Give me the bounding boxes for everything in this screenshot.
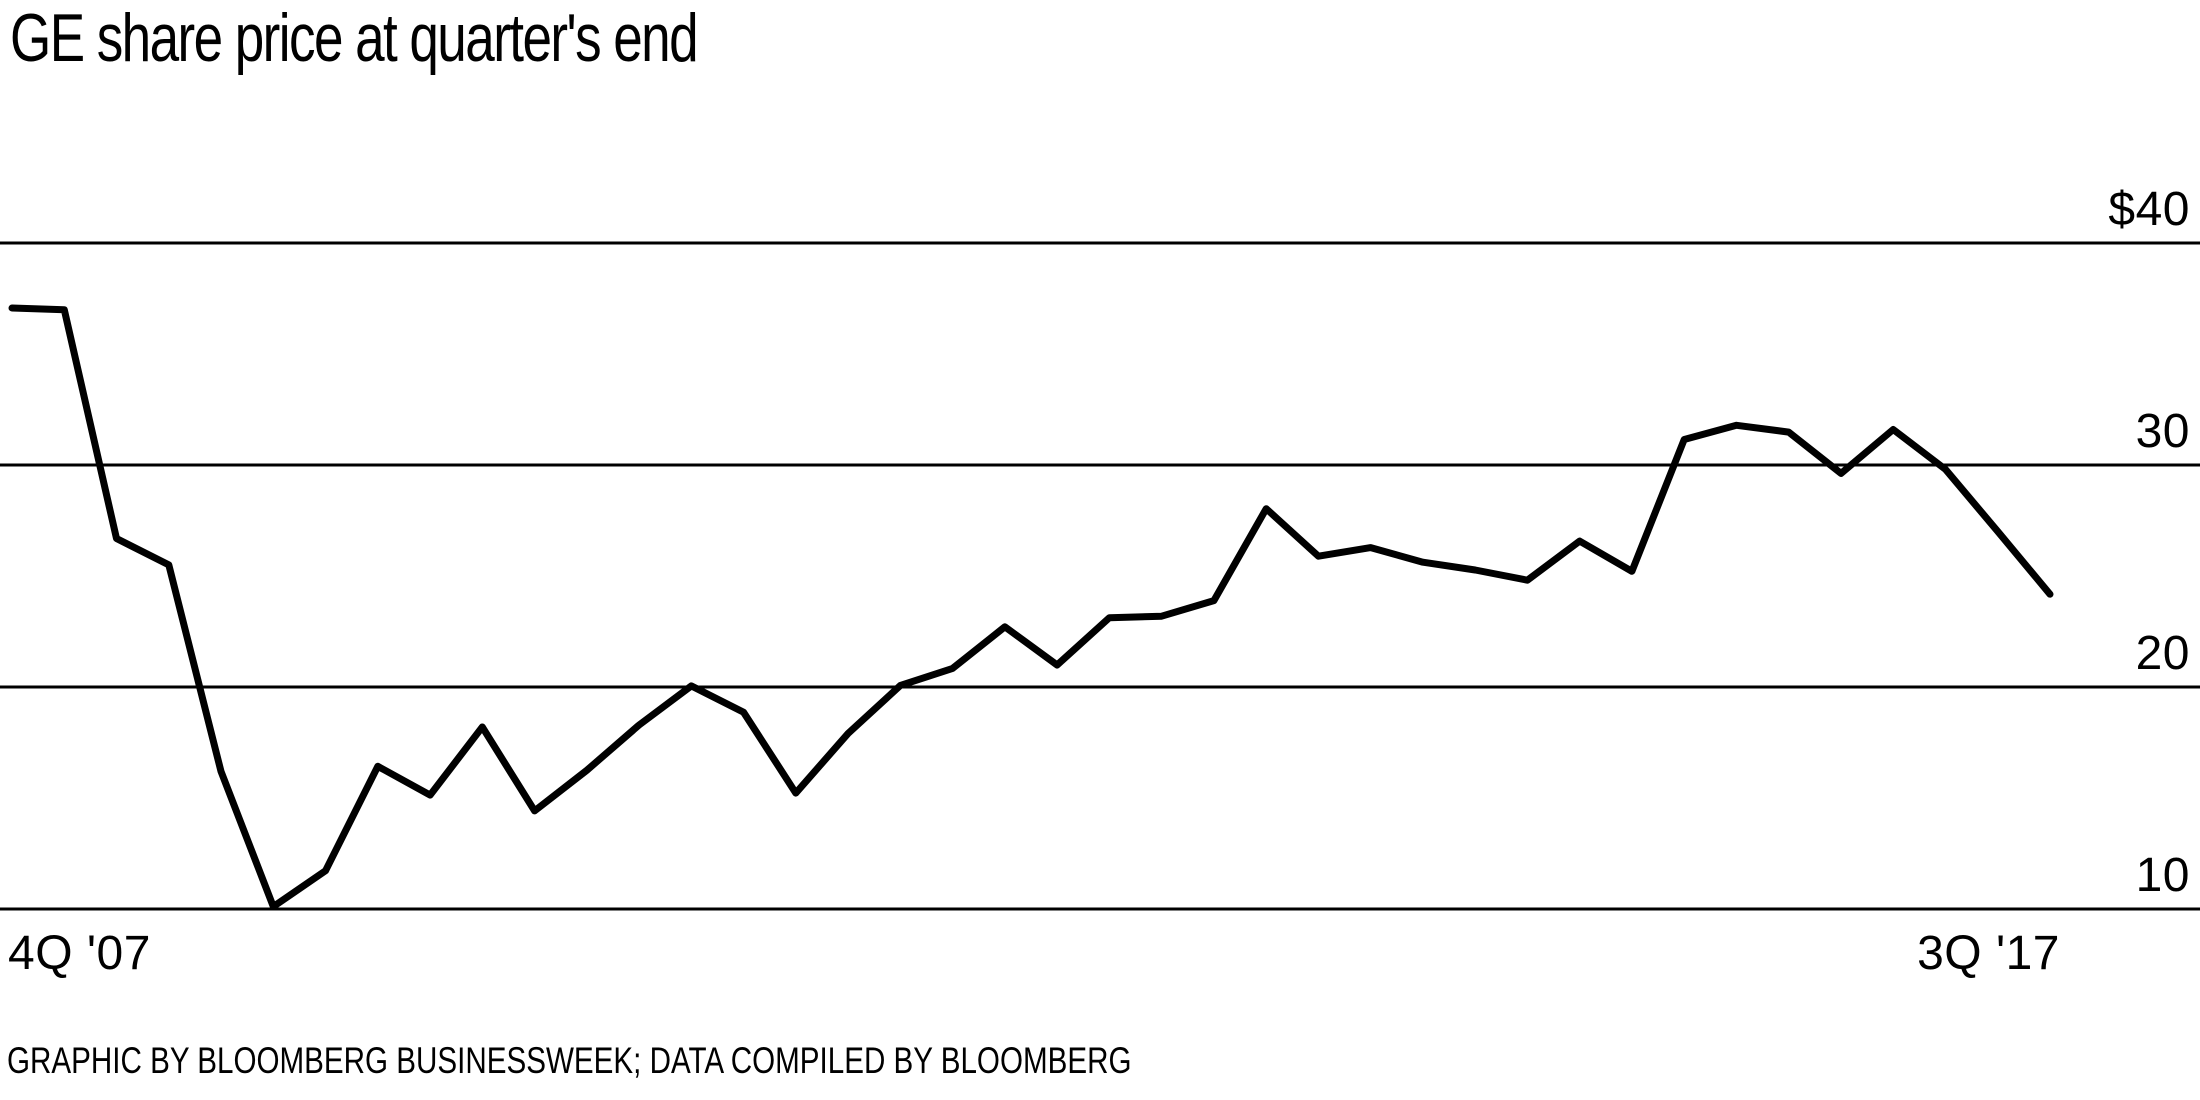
- x-axis-end-label: 3Q '17: [1917, 927, 2060, 980]
- y-axis-tick-label-10: 10: [2135, 849, 2190, 902]
- chart-title: GE share price at quarter's end: [10, 0, 699, 76]
- y-axis-tick-label-40: $40: [2108, 183, 2190, 236]
- y-axis-tick-label-30: 30: [2135, 405, 2190, 458]
- y-axis-tick-label-20: 20: [2135, 627, 2190, 680]
- x-axis-start-label: 4Q '07: [8, 927, 151, 980]
- credits-footer: GRAPHIC BY BLOOMBERG BUSINESSWEEK; DATA …: [7, 1040, 1132, 1081]
